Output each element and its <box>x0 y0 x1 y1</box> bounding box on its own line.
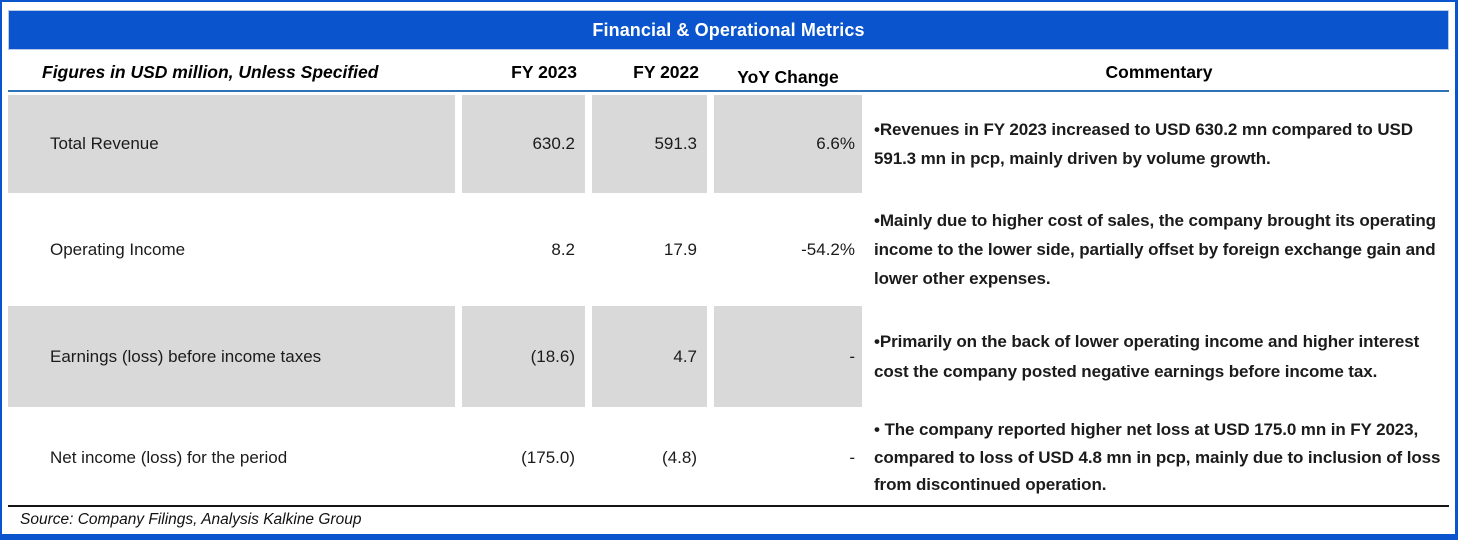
fy2023-value-cell: (175.0) <box>521 447 575 467</box>
fy2023-value-cell: (18.6) <box>462 306 585 407</box>
fy2023-value-cell: 8.2 <box>551 239 575 259</box>
footer-divider <box>8 505 1449 507</box>
fy2022-value-cell: (4.8) <box>662 447 697 467</box>
table-title-bar: Financial & Operational Metrics <box>8 10 1449 50</box>
fy2023-value-cell: 630.2 <box>462 95 585 193</box>
yoy-value-cell: 6.6% <box>714 95 862 193</box>
table-row-operating-income: Operating Income 8.2 17.9 -54.2% •Mainly… <box>8 196 1449 303</box>
col-header-fy2023: FY 2023 <box>511 62 577 82</box>
table-title: Financial & Operational Metrics <box>592 19 865 40</box>
fy2022-value-cell: 591.3 <box>592 95 707 193</box>
col-header-yoy-change: YoY Change <box>737 66 839 87</box>
table-row-earnings-before-tax: Earnings (loss) before income taxes (18.… <box>8 303 1449 410</box>
commentary-cell: •Primarily on the back of lower operatin… <box>874 332 1420 381</box>
metric-cell: Total Revenue <box>8 95 455 193</box>
metric-cell: Earnings (loss) before income taxes <box>8 306 455 407</box>
col-header-commentary: Commentary <box>1105 62 1213 82</box>
col-header-figures-note: Figures in USD million, Unless Specified <box>42 62 379 82</box>
yoy-value-cell: - <box>714 306 862 407</box>
commentary-cell: •Revenues in FY 2023 increased to USD 63… <box>874 119 1413 168</box>
table-row-net-income: Net income (loss) for the period (175.0)… <box>8 410 1449 505</box>
header-row: Figures in USD million, Unless Specified… <box>8 55 1449 90</box>
col-header-fy2022: FY 2022 <box>633 62 699 82</box>
commentary-cell: •Mainly due to higher cost of sales, the… <box>874 210 1436 289</box>
source-note: Source: Company Filings, Analysis Kalkin… <box>20 511 362 528</box>
metric-cell: Operating Income <box>50 239 186 259</box>
yoy-value-cell: - <box>849 447 855 467</box>
fy2022-value-cell: 4.7 <box>592 306 707 407</box>
table-row-total-revenue: Total Revenue 630.2 591.3 6.6% •Revenues… <box>8 92 1449 196</box>
fy2022-value-cell: 17.9 <box>663 239 697 259</box>
yoy-value-cell: -54.2% <box>801 239 855 259</box>
header-divider <box>8 90 1449 92</box>
commentary-cell: • The company reported higher net loss a… <box>874 419 1441 495</box>
metric-cell: Net income (loss) for the period <box>50 447 288 467</box>
